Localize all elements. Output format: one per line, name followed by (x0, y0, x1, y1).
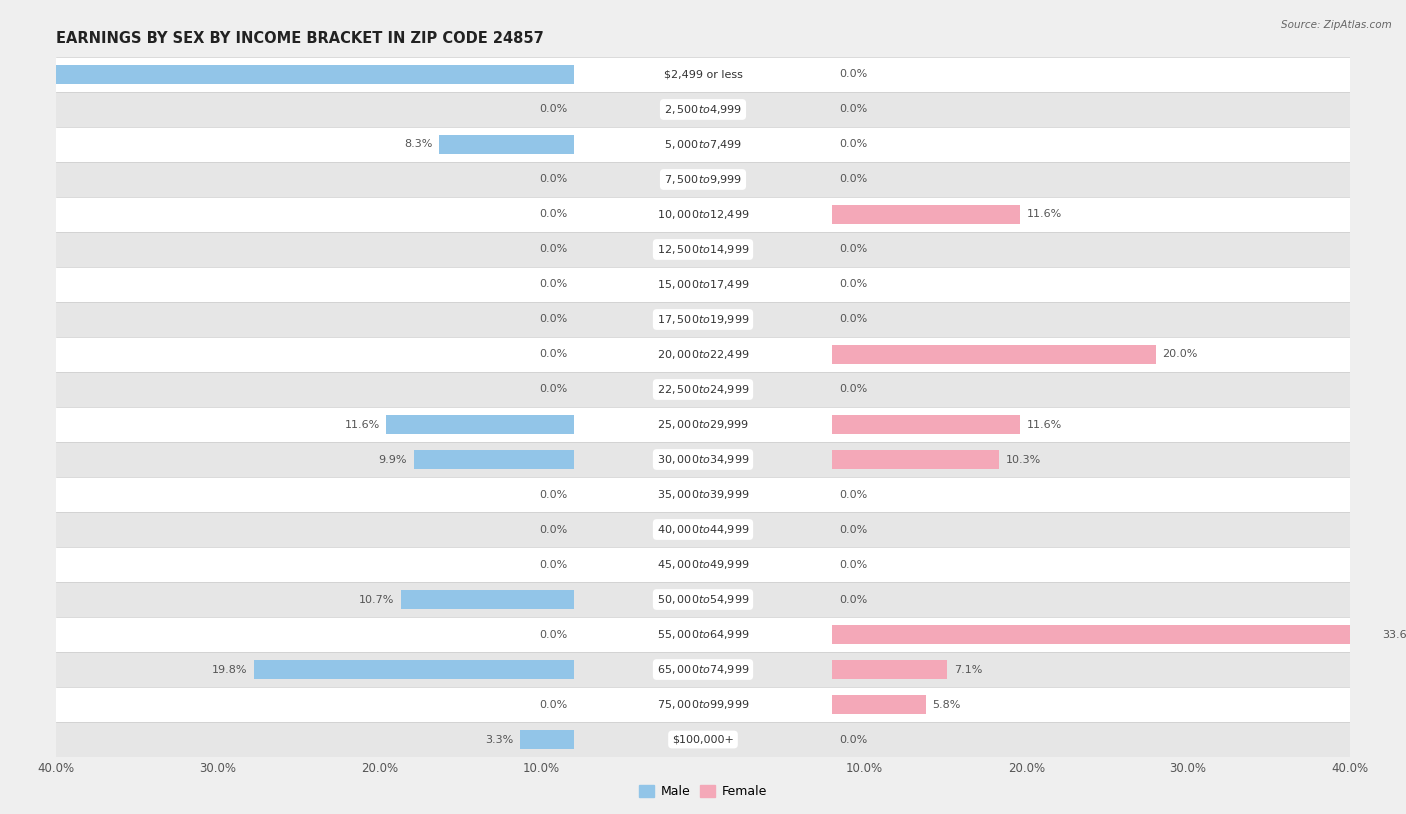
Bar (440, 135, 574, 154)
Bar (0, 65, 574, 84)
Bar (253, 660, 574, 679)
Text: 0.0%: 0.0% (839, 559, 868, 570)
Text: 5.8%: 5.8% (932, 699, 960, 710)
Bar (832, 345, 1156, 364)
Bar (56, 92, 1350, 127)
Bar (56, 547, 1350, 582)
Text: 7.1%: 7.1% (953, 664, 981, 675)
Text: $55,000 to $64,999: $55,000 to $64,999 (657, 628, 749, 641)
Text: 19.8%: 19.8% (211, 664, 247, 675)
Bar (56, 302, 1350, 337)
Bar (56, 57, 1350, 92)
Text: 0.0%: 0.0% (538, 699, 567, 710)
Bar (56, 687, 1350, 722)
Text: $22,500 to $24,999: $22,500 to $24,999 (657, 383, 749, 396)
Legend: Male, Female: Male, Female (634, 781, 772, 803)
Bar (832, 415, 1019, 434)
Text: 10.3%: 10.3% (1005, 454, 1040, 465)
Text: 0.0%: 0.0% (538, 174, 567, 185)
Text: 0.0%: 0.0% (839, 279, 868, 290)
Text: 0.0%: 0.0% (839, 69, 868, 80)
Bar (832, 625, 1375, 644)
Text: $2,499 or less: $2,499 or less (664, 69, 742, 80)
Bar (832, 660, 948, 679)
Text: 11.6%: 11.6% (1026, 419, 1062, 430)
Text: $75,000 to $99,999: $75,000 to $99,999 (657, 698, 749, 711)
Text: 0.0%: 0.0% (538, 209, 567, 220)
Bar (56, 722, 1350, 757)
Text: 0.0%: 0.0% (538, 244, 567, 255)
Text: $50,000 to $54,999: $50,000 to $54,999 (657, 593, 749, 606)
Text: $20,000 to $22,499: $20,000 to $22,499 (657, 348, 749, 361)
Bar (56, 477, 1350, 512)
Text: 11.6%: 11.6% (344, 419, 380, 430)
Bar (56, 582, 1350, 617)
Bar (401, 590, 574, 609)
Text: $15,000 to $17,499: $15,000 to $17,499 (657, 278, 749, 291)
Text: 0.0%: 0.0% (839, 174, 868, 185)
Text: 0.0%: 0.0% (839, 244, 868, 255)
Bar (56, 337, 1350, 372)
Text: $5,000 to $7,499: $5,000 to $7,499 (664, 138, 742, 151)
Text: 8.3%: 8.3% (405, 139, 433, 150)
Bar (832, 205, 1019, 224)
Text: 11.6%: 11.6% (1026, 209, 1062, 220)
Text: 0.0%: 0.0% (839, 734, 868, 745)
Text: 9.9%: 9.9% (378, 454, 408, 465)
Bar (56, 197, 1350, 232)
Text: $2,500 to $4,999: $2,500 to $4,999 (664, 103, 742, 116)
Text: 33.6%: 33.6% (1382, 629, 1406, 640)
Bar (56, 372, 1350, 407)
Bar (56, 267, 1350, 302)
Text: 0.0%: 0.0% (538, 489, 567, 500)
Text: 0.0%: 0.0% (839, 489, 868, 500)
Bar (56, 512, 1350, 547)
Text: 0.0%: 0.0% (538, 559, 567, 570)
Text: EARNINGS BY SEX BY INCOME BRACKET IN ZIP CODE 24857: EARNINGS BY SEX BY INCOME BRACKET IN ZIP… (56, 31, 544, 46)
Text: 0.0%: 0.0% (839, 384, 868, 395)
Text: 3.3%: 3.3% (485, 734, 513, 745)
Text: $35,000 to $39,999: $35,000 to $39,999 (657, 488, 749, 501)
Bar (56, 617, 1350, 652)
Text: 0.0%: 0.0% (839, 594, 868, 605)
Text: 0.0%: 0.0% (538, 524, 567, 535)
Text: 0.0%: 0.0% (538, 349, 567, 360)
Bar (56, 407, 1350, 442)
Bar (413, 450, 574, 469)
Bar (56, 127, 1350, 162)
Bar (520, 730, 574, 749)
Bar (56, 442, 1350, 477)
Text: $25,000 to $29,999: $25,000 to $29,999 (657, 418, 749, 431)
Text: $30,000 to $34,999: $30,000 to $34,999 (657, 453, 749, 466)
Text: $10,000 to $12,499: $10,000 to $12,499 (657, 208, 749, 221)
Text: 0.0%: 0.0% (538, 279, 567, 290)
Bar (56, 652, 1350, 687)
Bar (56, 162, 1350, 197)
Text: 10.7%: 10.7% (359, 594, 394, 605)
Text: 0.0%: 0.0% (538, 629, 567, 640)
Bar (387, 415, 574, 434)
Text: 0.0%: 0.0% (538, 384, 567, 395)
Text: 0.0%: 0.0% (538, 314, 567, 325)
Text: 0.0%: 0.0% (839, 524, 868, 535)
Text: $100,000+: $100,000+ (672, 734, 734, 745)
Text: $65,000 to $74,999: $65,000 to $74,999 (657, 663, 749, 676)
Bar (832, 450, 998, 469)
Text: $17,500 to $19,999: $17,500 to $19,999 (657, 313, 749, 326)
Text: 0.0%: 0.0% (839, 104, 868, 115)
Bar (56, 232, 1350, 267)
Text: $7,500 to $9,999: $7,500 to $9,999 (664, 173, 742, 186)
Text: $40,000 to $44,999: $40,000 to $44,999 (657, 523, 749, 536)
Text: 0.0%: 0.0% (839, 139, 868, 150)
Text: 0.0%: 0.0% (538, 104, 567, 115)
Text: Source: ZipAtlas.com: Source: ZipAtlas.com (1281, 20, 1392, 30)
Text: 0.0%: 0.0% (839, 314, 868, 325)
Text: $45,000 to $49,999: $45,000 to $49,999 (657, 558, 749, 571)
Text: $12,500 to $14,999: $12,500 to $14,999 (657, 243, 749, 256)
Bar (832, 695, 927, 714)
Text: 20.0%: 20.0% (1163, 349, 1198, 360)
